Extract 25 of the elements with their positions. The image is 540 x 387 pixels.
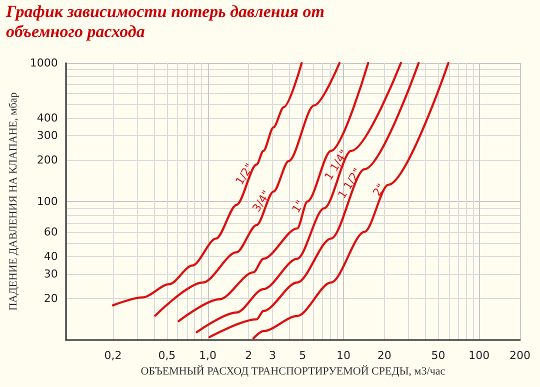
y-tick-label: 100 — [36, 195, 58, 208]
y-tick-label: 400 — [36, 112, 58, 125]
y-tick-label: 300 — [36, 128, 58, 142]
text: 1" — [289, 198, 307, 216]
x-tick-label: 10 — [336, 349, 350, 362]
chart-title: График зависимости потерь давления от объемного расхода — [6, 2, 326, 42]
x-tick-label: 1,0 — [199, 349, 217, 362]
y-tick-label: 20 — [44, 292, 58, 305]
y-tick-label: 30 — [44, 267, 58, 280]
x-tick-label: 2 — [245, 349, 252, 362]
x-tick-label: 100 — [468, 349, 490, 362]
x-tick-label: 50 — [431, 349, 446, 362]
x-tick-label: 5 — [299, 349, 306, 362]
y-tick-label: 60 — [44, 226, 58, 239]
x-tick-label: 0,5 — [158, 349, 176, 362]
y-tick-label: 200 — [36, 153, 58, 166]
y-tick-label: 40 — [44, 250, 58, 264]
x-tick-label: 0,2 — [104, 349, 122, 362]
y-tick-label: 1000 — [30, 56, 58, 70]
x-tick-label: 3 — [269, 349, 276, 362]
x-tick-label: 20 — [377, 349, 392, 362]
text: 2" — [370, 181, 388, 198]
x-axis-title: ОБЪЕМНЫЙ РАСХОД ТРАНСПОРТИРУЕМОЙ СРЕДЫ, м3/час — [140, 364, 446, 378]
y-axis-title: ПАДЕНИЕ ДАВЛЕНИЯ НА КЛАПАНЕ, мбар — [8, 92, 20, 311]
x-tick-label: 200 — [510, 349, 530, 362]
